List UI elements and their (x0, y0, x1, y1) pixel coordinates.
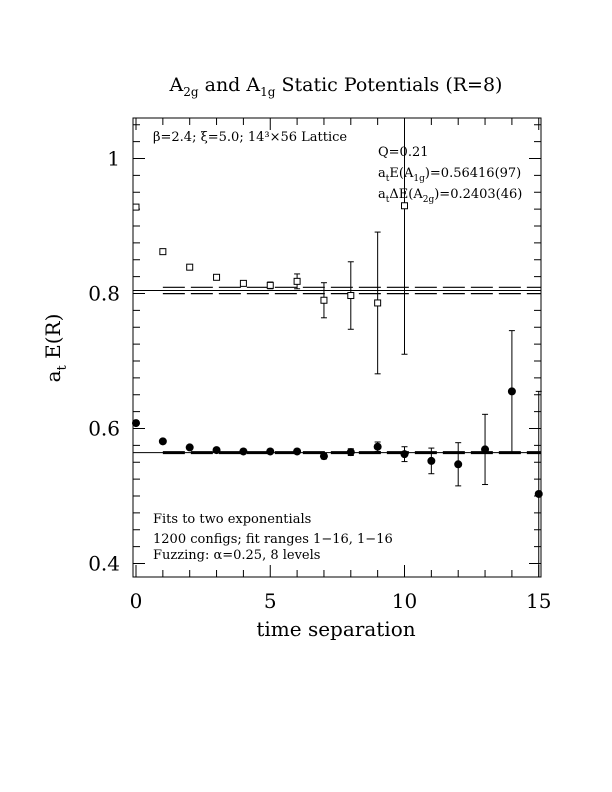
a2g-point (374, 299, 382, 307)
a2g-point (186, 263, 194, 271)
a1g-point (158, 437, 167, 446)
x-tick-label: 0 (130, 589, 143, 613)
a1g-point (507, 387, 516, 396)
a2g-point (159, 248, 167, 256)
delta-energy-annotation: atΔE(A2g)=0.2403(46) (378, 187, 522, 205)
a1g-point (427, 456, 436, 465)
y-axis-label: at E(R) (41, 314, 70, 383)
a2g-point (401, 202, 408, 210)
data-points (132, 118, 543, 577)
a2g-point (239, 279, 247, 287)
a2g-point (213, 273, 221, 281)
a1g-point (373, 442, 382, 451)
a1g-point (400, 450, 409, 459)
a1g-point (212, 446, 221, 455)
a2g-point (293, 277, 301, 285)
a1g-point (132, 419, 140, 428)
a2g-point (266, 281, 274, 289)
x-tick-label: 5 (264, 589, 277, 613)
x-tick-label: 10 (392, 589, 417, 613)
lattice-annotation: β=2.4; ξ=5.0; 14³×56 Lattice (153, 130, 347, 145)
a1g-point (346, 448, 355, 457)
a2g-point (347, 292, 355, 300)
fuzzing-annotation: Fuzzing: α=0.25, 8 levels (153, 548, 320, 563)
a2g-point (320, 296, 328, 304)
configs-annotation: 1200 configs; fit ranges 1−16, 1−16 (153, 532, 393, 547)
a1g-point (293, 447, 302, 456)
a1g-point (185, 443, 194, 452)
y-tick-label: 0.4 (88, 552, 120, 576)
plot-frame (132, 117, 542, 578)
x-axis-label: time separation (256, 617, 415, 641)
annotations: β=2.4; ξ=5.0; 14³×56 Lattice Q=0.21 atE(A1… (153, 130, 522, 563)
y-tick-label: 1 (107, 147, 120, 171)
x-tick-label: 15 (526, 589, 551, 613)
chart-title: A2g​ and A1g​ Static Potentials (R=8) (169, 74, 503, 99)
axis-labels: 0 5 10 15 0.4 0.6 0.8 1 time separation at E(R) (41, 147, 551, 642)
energy-annotation: atE(A1g)=0.56416(97) (378, 166, 521, 184)
y-tick-label: 0.6 (88, 417, 120, 441)
a1g-point (534, 489, 543, 498)
a1g-point (266, 447, 275, 456)
a1g-point (454, 460, 463, 469)
y-tick-label: 0.8 (88, 282, 120, 306)
a1g-point (481, 445, 490, 454)
fits-annotation: Fits to two exponentials (153, 512, 311, 527)
fit-lines (133, 286, 541, 455)
a1g-point (319, 452, 328, 461)
a1g-point (239, 447, 248, 456)
a2g-point (132, 203, 140, 211)
q-annotation: Q=0.21 (378, 145, 429, 160)
